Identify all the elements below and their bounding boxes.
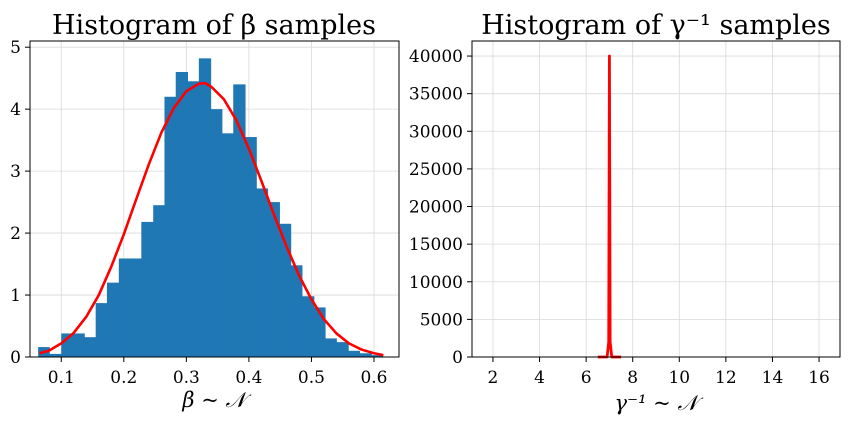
- beta-x-tick-label: 0.5: [298, 368, 325, 388]
- gamma-x-axis-label: γ⁻¹ ~ 𝒩: [614, 391, 703, 415]
- beta-histogram-bar: [141, 221, 154, 357]
- gamma-y-tick-label: 35000: [409, 85, 463, 105]
- beta-x-tick-label: 0.6: [360, 368, 387, 388]
- gamma-x-ticks: 2 4 6 8 10 12 14 16: [488, 357, 830, 388]
- beta-bars: [38, 58, 384, 358]
- gamma-y-tick-label: 10000: [409, 273, 463, 293]
- beta-histogram-bar: [325, 338, 337, 357]
- gamma-x-tick-label: 6: [581, 368, 592, 388]
- beta-histogram-bar: [313, 307, 326, 357]
- beta-histogram-bar: [371, 355, 384, 357]
- gamma-y-tick-label: 25000: [409, 160, 463, 180]
- beta-curve: [39, 81, 384, 357]
- gamma-y-tick-label: 0: [452, 348, 463, 368]
- beta-y-ticks: 0 1 2 3 4 5: [10, 38, 30, 368]
- beta-histogram-bar: [187, 81, 200, 358]
- gamma-y-tick-label: 20000: [409, 198, 463, 218]
- beta-histogram-bar: [72, 333, 85, 357]
- beta-histogram-bar: [336, 342, 349, 357]
- beta-histogram-bar: [198, 58, 212, 357]
- beta-x-tick-label: 0.4: [235, 368, 262, 388]
- beta-histogram-bar: [245, 137, 257, 357]
- beta-histogram-panel: Histogram of β samples 0.1 0.2 0.3 0.4 0.5 0.…: [10, 10, 400, 412]
- beta-histogram-bar: [222, 133, 234, 357]
- beta-x-tick-label: 0.1: [48, 368, 75, 388]
- beta-y-tick-label: 2: [10, 224, 21, 244]
- beta-histogram-bar: [95, 303, 108, 357]
- beta-histogram-bar: [49, 353, 62, 357]
- gamma-y-tick-label: 5000: [420, 310, 463, 330]
- beta-histogram-bar: [118, 258, 131, 357]
- beta-histogram-bar: [279, 223, 292, 357]
- beta-histogram-bar: [348, 350, 360, 357]
- gamma-x-tick-label: 8: [627, 368, 638, 388]
- gamma-chart-title: Histogram of γ⁻¹ samples: [481, 10, 831, 41]
- beta-histogram-bar: [267, 202, 280, 357]
- beta-histogram-bar: [233, 84, 246, 357]
- beta-x-ticks: 0.1 0.2 0.3 0.4 0.5 0.6: [48, 357, 388, 388]
- beta-density-curve: [39, 81, 384, 357]
- beta-x-tick-label: 0.3: [173, 368, 200, 388]
- beta-y-tick-label: 4: [10, 100, 21, 120]
- gamma-y-tick-label: 40000: [409, 47, 463, 67]
- beta-chart-title: Histogram of β samples: [52, 10, 376, 41]
- beta-plot-frame: [29, 40, 400, 358]
- gamma-y-tick-label: 30000: [409, 122, 463, 142]
- gamma-grid: [472, 41, 840, 358]
- beta-histogram-bar: [302, 296, 315, 357]
- gamma-x-tick-label: 2: [488, 368, 499, 388]
- beta-histogram-bar: [256, 188, 269, 357]
- beta-histogram-bar: [84, 337, 97, 357]
- gamma-plot-frame: [471, 40, 841, 358]
- gamma-x-tick-label: 16: [808, 368, 830, 388]
- beta-y-tick-label: 1: [10, 286, 21, 306]
- beta-histogram-bar: [175, 71, 189, 357]
- beta-histogram-bar: [210, 109, 223, 357]
- gamma-y-ticks: 0 5000 10000 15000 20000 25000 30000 35000 40000: [409, 47, 472, 368]
- beta-y-tick-label: 5: [10, 38, 21, 58]
- beta-x-tick-label: 0.2: [110, 368, 137, 388]
- gamma-x-tick-label: 12: [715, 368, 737, 388]
- beta-histogram-bar: [164, 96, 177, 357]
- gamma-y-tick-label: 15000: [409, 235, 463, 255]
- gamma-inverse-histogram-panel: Histogram of γ⁻¹ samples 2 4 6 8 10 12 14 16 0 5…: [409, 10, 841, 415]
- gamma-x-tick-label: 10: [668, 368, 690, 388]
- beta-histogram-bar: [130, 258, 142, 357]
- gamma-x-tick-label: 4: [534, 368, 545, 388]
- beta-histogram-bar: [359, 353, 372, 357]
- beta-y-tick-label: 3: [10, 162, 21, 182]
- beta-histogram-bar: [153, 205, 165, 357]
- beta-histogram-bar: [61, 333, 73, 357]
- beta-histogram-bar: [290, 265, 303, 357]
- beta-y-tick-label: 0: [10, 348, 21, 368]
- beta-histogram-bar: [106, 282, 120, 357]
- beta-x-axis-label: β ~ 𝒩: [181, 388, 251, 412]
- gamma-x-tick-label: 14: [762, 368, 784, 388]
